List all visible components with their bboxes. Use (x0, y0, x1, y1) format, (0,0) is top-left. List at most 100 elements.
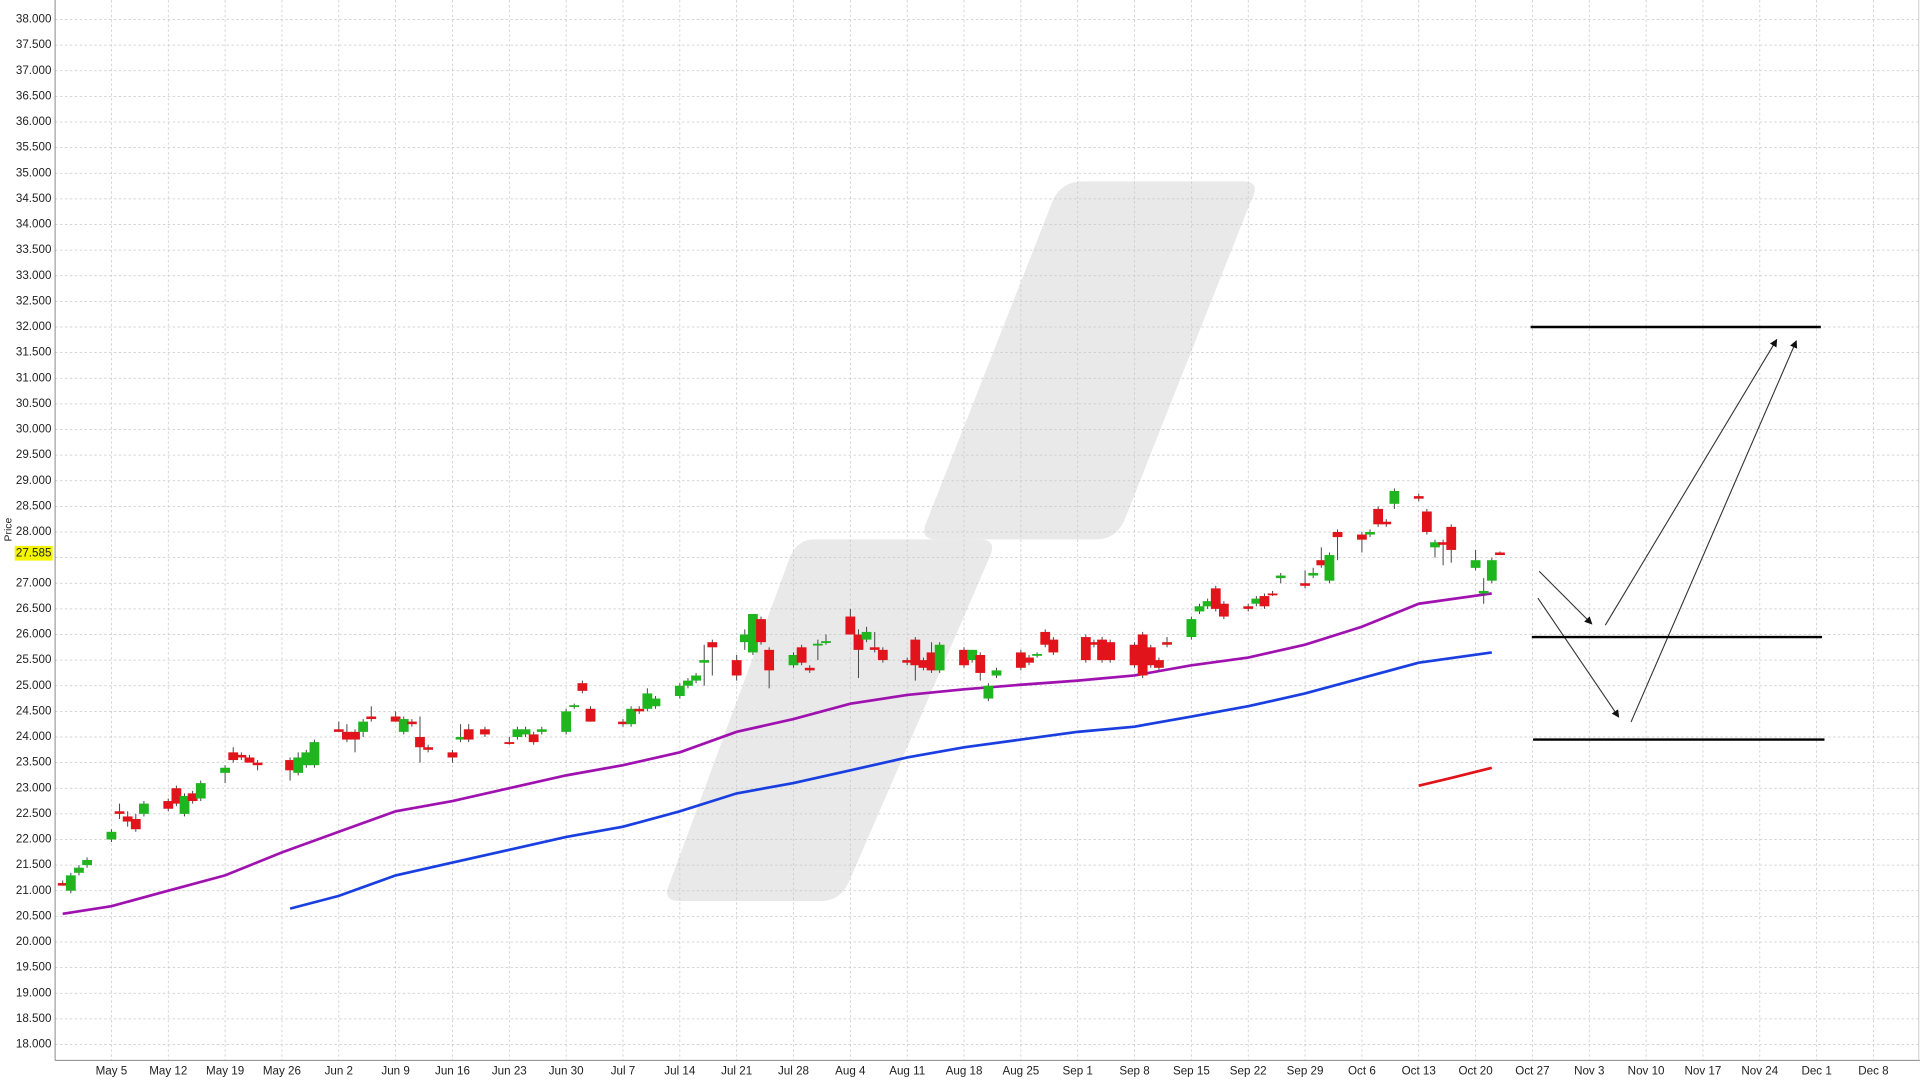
candle-body (195, 783, 206, 799)
candle-body (1373, 508, 1384, 525)
candle-body (179, 795, 190, 814)
candle-body (1015, 652, 1026, 668)
candle-body (122, 816, 133, 822)
moving-average (1418, 766, 1493, 787)
moving-average (62, 592, 1492, 916)
x-tick-label: Nov 10 (1628, 1064, 1665, 1077)
x-tick-label: Nov 3 (1574, 1064, 1604, 1077)
y-tick-label: 24.500 (16, 704, 52, 717)
y-axis-label: Price (3, 518, 14, 542)
y-tick-label: 35.500 (16, 141, 52, 154)
x-tick-label: Jul 14 (664, 1064, 696, 1077)
candle-body (1145, 647, 1156, 666)
candle-body (804, 667, 815, 671)
candle-body (171, 788, 182, 804)
candle-body (293, 757, 304, 773)
candle-body (1080, 637, 1091, 661)
x-tick-label: Oct 20 (1458, 1064, 1493, 1077)
x-tick-label: Jun 30 (549, 1064, 584, 1077)
candle-body (1486, 560, 1497, 581)
candle-body (285, 760, 295, 771)
candle-body (301, 752, 312, 766)
candle-body (1202, 601, 1213, 607)
x-tick-label: Jul 28 (778, 1064, 809, 1077)
candle-body (1446, 526, 1457, 550)
candle-body (74, 867, 84, 873)
candle-body (106, 831, 117, 840)
x-tick-label: Oct 6 (1348, 1064, 1376, 1077)
y-tick-label: 34.500 (16, 192, 52, 205)
candle-body (926, 652, 937, 671)
candle-body (358, 721, 369, 732)
x-tick-label: Sep 1 (1063, 1064, 1093, 1077)
y-tick-label: 36.000 (16, 115, 52, 128)
candle-body (748, 613, 758, 653)
x-tick-label: Nov 24 (1741, 1064, 1778, 1077)
candle-body (1413, 496, 1424, 499)
candle-body (853, 634, 864, 650)
candle-body (1162, 642, 1172, 645)
candle-body (1186, 619, 1197, 638)
y-tick-label: 32.000 (16, 320, 52, 333)
candle-body (691, 675, 701, 681)
candle-body (1048, 639, 1059, 653)
candle-body (642, 693, 653, 709)
x-tick-label: Jun 16 (435, 1064, 470, 1077)
watermark (667, 181, 1255, 902)
last-price-label: 27.585 (16, 546, 52, 559)
candle-body (902, 660, 913, 663)
candle-body (910, 639, 921, 666)
candle-body (536, 729, 547, 732)
candle-body (1389, 490, 1400, 504)
candle-body (1381, 521, 1392, 525)
candle-body (139, 803, 149, 814)
candle-body (366, 716, 377, 720)
y-tick-label: 37.500 (16, 38, 52, 51)
y-tick-label: 26.000 (16, 628, 52, 641)
candle-body (1089, 642, 1099, 645)
candle-body (163, 801, 174, 809)
candle-body (1300, 583, 1310, 586)
candle-body (1470, 560, 1481, 568)
x-tick-label: Jul 21 (721, 1064, 752, 1077)
candle-body (561, 711, 572, 732)
candle-body (577, 683, 588, 691)
candle-body (342, 731, 352, 740)
x-tick-label: Sep 8 (1119, 1064, 1149, 1077)
candle-body (788, 654, 799, 666)
candle-body (764, 649, 775, 671)
candle-body (634, 708, 645, 712)
y-tick-label: 33.000 (16, 269, 52, 282)
y-tick-label: 22.000 (16, 833, 52, 846)
y-tick-label: 18.000 (16, 1038, 52, 1051)
candle-body (244, 757, 255, 763)
candle-body (82, 859, 92, 866)
marks (57, 488, 1505, 916)
candle-body (1243, 606, 1254, 609)
candle-body (918, 660, 929, 668)
candle-body (861, 631, 872, 640)
candle-body (390, 716, 401, 722)
candle-body (1495, 552, 1505, 556)
candle-body (350, 731, 360, 740)
candle-body (1421, 511, 1432, 532)
candle-body (934, 644, 945, 671)
y-tick-label: 31.500 (16, 346, 52, 359)
candle-body (731, 660, 742, 676)
x-tick-label: Sep 29 (1287, 1064, 1324, 1077)
y-tick-label: 23.500 (16, 756, 52, 769)
candle-body (236, 754, 247, 758)
candle-body (57, 883, 68, 886)
candle-body (983, 685, 994, 699)
candle-body (1365, 531, 1375, 535)
x-tick-label: Dec 1 (1801, 1064, 1831, 1077)
y-tick-label: 25.000 (16, 679, 52, 692)
candle-body (406, 721, 417, 725)
x-tick-label: Nov 17 (1685, 1064, 1722, 1077)
x-tick-label: May 26 (263, 1064, 301, 1077)
candle-body (1210, 588, 1221, 609)
y-tick-label: 20.000 (16, 935, 52, 948)
y-tick-label: 22.500 (16, 807, 52, 820)
y-tick-label: 31.000 (16, 371, 52, 384)
